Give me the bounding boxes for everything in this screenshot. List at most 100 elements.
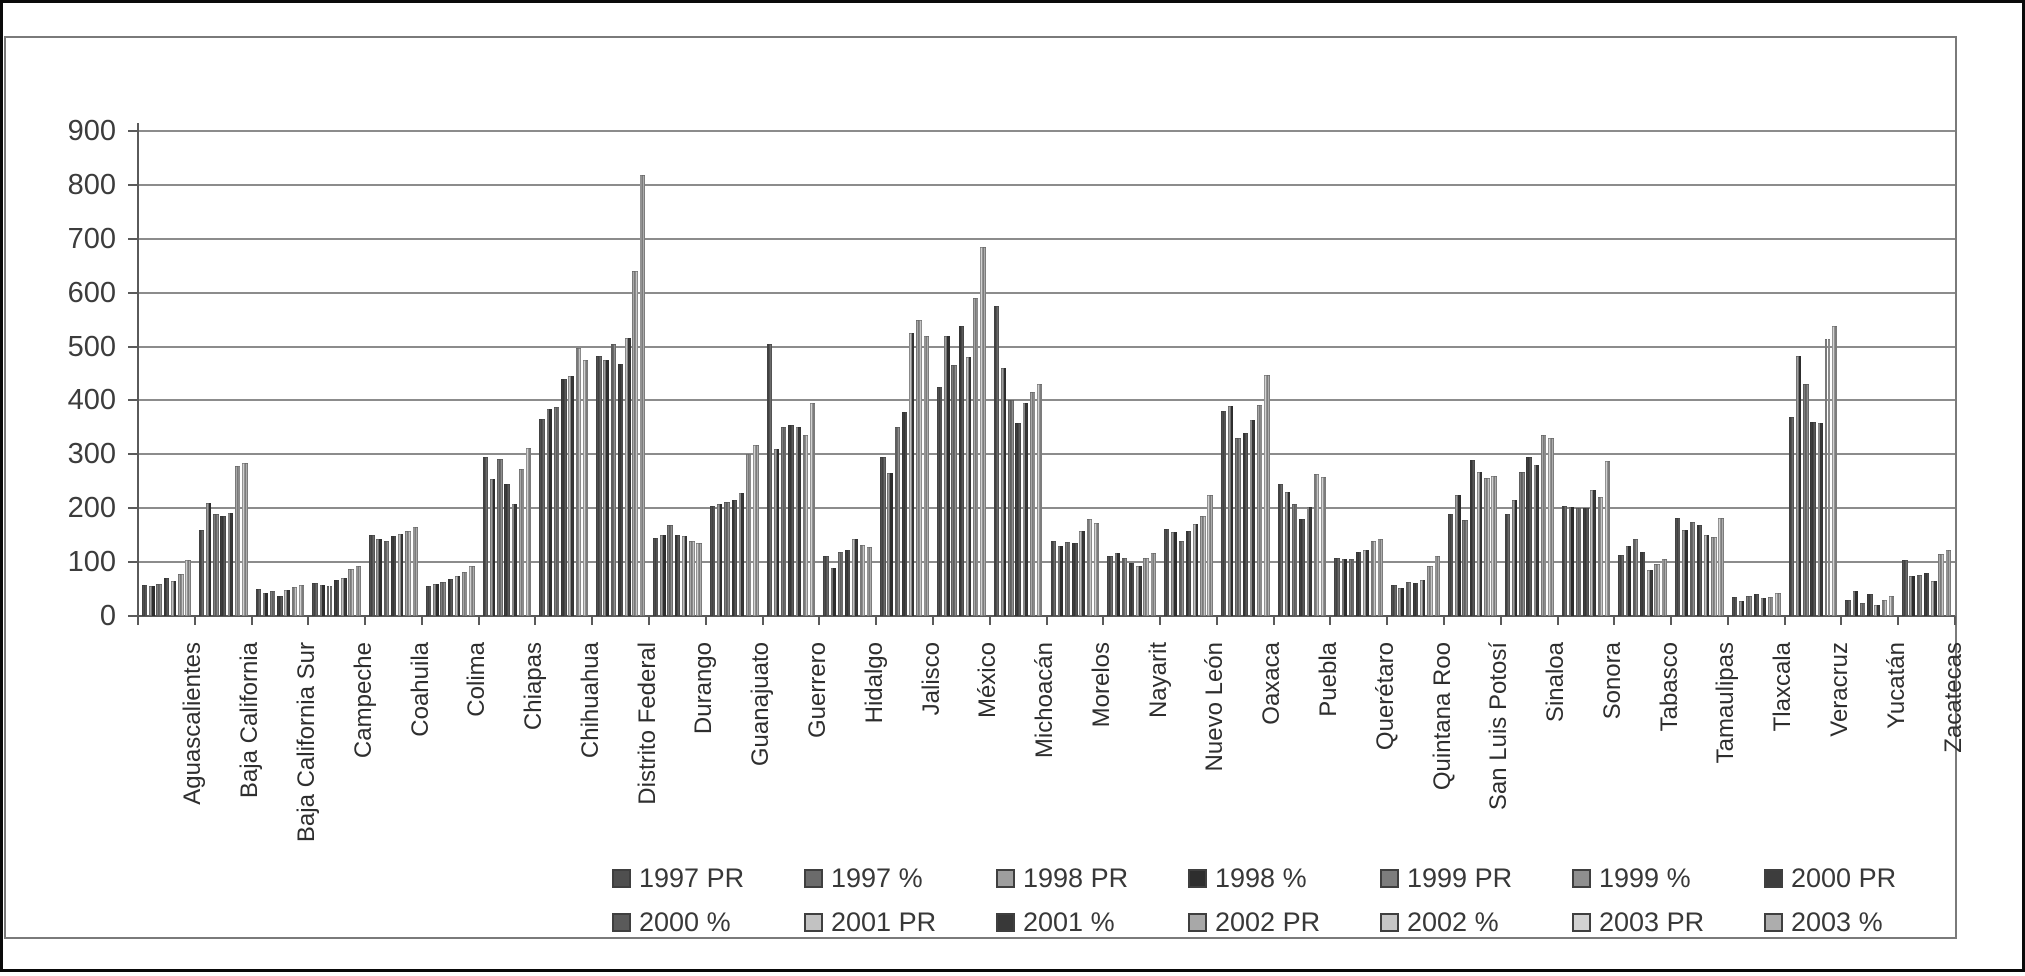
bar-Tabasco-2003-%: [1664, 559, 1668, 616]
bar-Nayarit-2001-%: [1138, 566, 1142, 616]
bar-Yucatán-2001-PR: [1874, 605, 1878, 616]
bar-Quintana Roo-1997-PR: [1391, 584, 1394, 616]
x-axis-label-morelos: Morelos: [1087, 642, 1115, 728]
bar-San Luis Potosí-1997-%: [1450, 513, 1454, 616]
bar-Sonora-1997-PR: [1561, 505, 1565, 616]
bar-Colima-1997-%: [428, 586, 432, 616]
bar-Puebla-2002-PR: [1313, 474, 1317, 616]
x-axis-label-colima: Colima: [463, 642, 491, 717]
y-axis-tick: [128, 399, 137, 402]
bar-Aguascalientes-1997-PR: [142, 584, 145, 616]
bar-Oaxaca-2000-PR: [1242, 432, 1246, 616]
bar-Campeche-2002-PR: [348, 569, 352, 616]
bar-Puebla-2000-%: [1302, 519, 1305, 616]
bar-Chiapas-1997-%: [485, 457, 489, 616]
y-axis-tick: [128, 130, 137, 132]
bar-México-2000-%: [961, 326, 965, 616]
bar-Yucatán-2000-%: [1869, 593, 1873, 616]
legend-marker-1997-%: [804, 868, 823, 888]
bar-Tamaulipas-2000-PR: [1696, 525, 1700, 616]
bar-Puebla-1997-%: [1280, 483, 1283, 616]
x-axis-label-tabasco: Tabasco: [1655, 642, 1683, 732]
bar-Chiapas-1999-PR: [497, 458, 500, 616]
bar-Hidalgo-2000-PR: [845, 550, 848, 616]
y-axis-tick: [128, 615, 137, 617]
bar-Tamaulipas-1999-%: [1692, 522, 1695, 616]
bar-Morelos-1999-PR: [1064, 541, 1068, 616]
legend-item-1998-PR: 1998 PR: [996, 865, 1128, 892]
bar-Sonora-1999-PR: [1575, 508, 1579, 616]
bar-Baja California Sur-2003-PR: [298, 584, 302, 616]
bar-Nuevo León-2002-%: [1202, 515, 1206, 616]
bar-Veracruz-2001-PR: [1817, 423, 1821, 616]
bar-Morelos-1999-%: [1067, 541, 1071, 616]
bar-Michoacán-2000-%: [1018, 423, 1021, 616]
gridline-900: [138, 130, 1955, 132]
bar-Michoacán-2003-PR: [1037, 384, 1040, 616]
bar-Hidalgo-2001-PR: [852, 539, 855, 616]
bar-Morelos-2000-PR: [1072, 543, 1075, 616]
bar-Durango-2003-PR: [696, 543, 700, 616]
legend-label: 2001 %: [1023, 907, 1115, 937]
bar-Oaxaca-1997-PR: [1220, 411, 1224, 616]
bar-Puebla-2001-%: [1309, 507, 1312, 616]
x-axis-label-san-luis-potosí: San Luis Potosí: [1485, 642, 1513, 811]
bar-Hidalgo-1997-%: [826, 555, 829, 616]
bar-Veracruz-2003-%: [1834, 325, 1838, 616]
bar-Jalisco-2002-PR: [916, 319, 919, 616]
bar-Tlaxcala-1997-PR: [1731, 597, 1735, 616]
bar-Durango-1997-PR: [653, 537, 656, 616]
bar-Chihuahua-1999-PR: [553, 406, 557, 616]
bar-Campeche-2001-%: [343, 577, 347, 616]
y-axis-label: 0: [99, 600, 116, 632]
bar-Colima-1997-PR: [425, 586, 429, 616]
bar-México-1999-PR: [951, 365, 955, 616]
bar-Nuevo León-2001-%: [1195, 524, 1199, 616]
bar-Nayarit-2001-PR: [1136, 566, 1139, 616]
legend-marker-2000-%: [612, 912, 631, 932]
bar-Chihuahua-1998-PR: [546, 408, 550, 616]
legend-marker-2002-PR: [1188, 912, 1207, 932]
bar-Sinaloa-1999-PR: [1519, 471, 1522, 616]
bar-Coahuila-2003-PR: [412, 527, 416, 616]
x-axis-label-quintana-roo: Quintana Roo: [1428, 642, 1456, 791]
bar-Tlaxcala-2000-%: [1756, 594, 1759, 616]
bar-Nayarit-1997-%: [1109, 555, 1113, 616]
bar-Campeche-1998-%: [322, 584, 325, 616]
x-axis-tick: [1556, 616, 1559, 625]
gridline-700: [138, 237, 1955, 240]
y-axis-label: 700: [67, 222, 116, 255]
legend-item-2001-%: 2001 %: [996, 907, 1115, 937]
bar-Tlaxcala-1998-%: [1741, 600, 1745, 616]
bar-Jalisco-2000-%: [904, 412, 908, 616]
bar-Baja California-1999-%: [215, 513, 219, 616]
legend-label: 2003 PR: [1599, 907, 1705, 937]
bar-Baja California-2003-PR: [242, 463, 245, 616]
bar-Yucatán-1999-%: [1862, 603, 1866, 616]
x-axis-tick: [1897, 616, 1900, 625]
x-axis-label-distrito-federal: Distrito Federal: [633, 642, 661, 805]
bar-Distrito Federal-2001-%: [627, 338, 631, 616]
bar-Sinaloa-2002-PR: [1540, 434, 1544, 616]
bar-Chiapas-1999-%: [499, 458, 503, 616]
bar-México-2002-%: [975, 298, 979, 616]
bar-Zacatecas-2000-%: [1926, 572, 1930, 616]
x-axis-tick: [1102, 616, 1105, 625]
bar-Aguascalientes-1999-PR: [156, 583, 160, 616]
bar-Sonora-2000-%: [1585, 508, 1589, 616]
bar-Durango-1998-%: [662, 534, 666, 616]
bar-Distrito Federal-1997-%: [598, 355, 602, 616]
x-axis-label-guerrero: Guerrero: [803, 642, 831, 739]
bar-San Luis Potosí-2001-%: [1479, 472, 1483, 616]
y-axis-label: 500: [67, 330, 116, 363]
bar-Aguascalientes-2002-PR: [178, 573, 181, 616]
bar-Guerrero-2001-%: [798, 427, 801, 616]
x-axis-label-guanajuato: Guanajuato: [747, 642, 775, 767]
bar-Hidalgo-2000-%: [847, 550, 851, 616]
gridline-200: [138, 507, 1955, 510]
x-axis-tick: [1272, 616, 1275, 625]
legend-marker-1998-%: [1188, 868, 1207, 888]
bar-Quintana Roo-2002-%: [1430, 566, 1433, 616]
bar-Jalisco-1999-%: [897, 427, 900, 616]
